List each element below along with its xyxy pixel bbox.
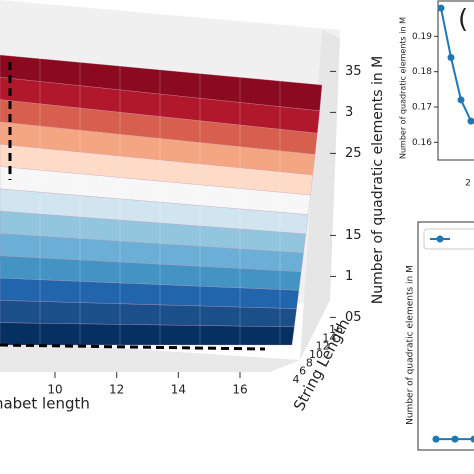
x-axis-label: Alphabet length — [0, 395, 90, 413]
dashed-line — [0, 343, 266, 351]
y-tick-label: 6 — [299, 365, 306, 378]
line — [440, 7, 472, 122]
y-tick-label: 0.16 — [412, 138, 432, 148]
axes-frame — [437, 0, 474, 161]
floor-pane — [0, 340, 300, 372]
x-tick-label: 2 — [465, 179, 471, 189]
x-tick-label: 12 — [109, 383, 124, 397]
y-tick-label: 14 — [322, 331, 336, 344]
z-tick-label: 05 — [345, 310, 362, 325]
z-tick-label: 3 — [345, 105, 353, 120]
x-tick-label: 16 — [232, 383, 247, 397]
surface — [0, 54, 323, 347]
y-axis-label: Number of quadratic elements in M — [406, 265, 416, 425]
point — [432, 435, 440, 443]
point — [451, 435, 459, 443]
point — [447, 54, 455, 62]
y-tick-label: 16 — [329, 323, 343, 336]
y-axis-label: Number of quadratic elements in M — [399, 17, 408, 159]
y-tick-label: 0.17 — [412, 103, 432, 113]
z-tick-label: 15 — [345, 228, 362, 243]
x-tick-label: 14 — [171, 383, 186, 397]
surface-band — [0, 322, 295, 346]
z-axis-label: Number of quadratic elements in M — [370, 56, 386, 305]
axes-frame — [417, 221, 474, 451]
panel-annotation: ( — [458, 5, 468, 35]
y-tick-label: 10 — [309, 348, 323, 361]
legend-marker — [436, 235, 444, 243]
y-tick-label: 8 — [306, 356, 313, 369]
x-tick-label: 10 — [47, 383, 62, 397]
z-tick-label: 25 — [345, 146, 362, 161]
y-tick-label: 0.18 — [412, 67, 432, 77]
y-tick-label: 12 — [316, 340, 330, 353]
y-tick-label: 4 — [293, 373, 300, 386]
z-tick-label: 1 — [345, 269, 353, 284]
point — [457, 96, 465, 104]
z-tick-label: 35 — [345, 64, 362, 79]
y-tick-label: 0.19 — [412, 32, 432, 42]
point — [437, 4, 445, 12]
point — [470, 435, 474, 443]
point — [467, 117, 474, 125]
